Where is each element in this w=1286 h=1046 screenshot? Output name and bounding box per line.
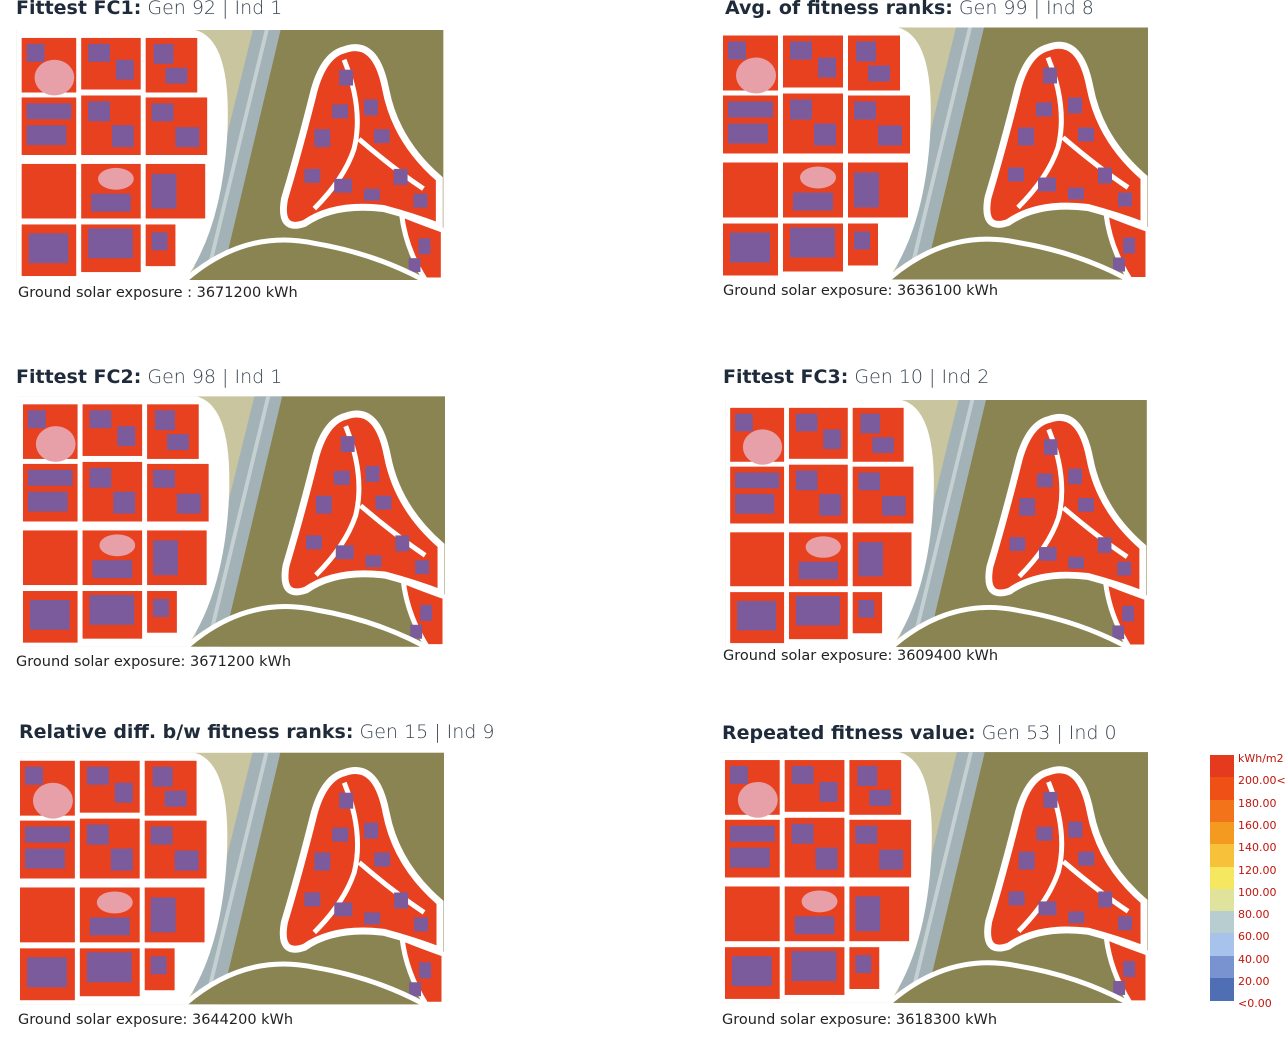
legend-label: 20.00 (1238, 975, 1270, 988)
legend-swatch (1210, 777, 1234, 801)
title-detail: Gen 53 | Ind 0 (981, 722, 1117, 744)
solar-map (720, 752, 1148, 1003)
map-image (720, 752, 1148, 1003)
legend-label: 140.00 (1238, 841, 1277, 855)
legend-label: 160.00 (1238, 818, 1277, 832)
legend-swatch (1210, 933, 1234, 957)
solar-map (18, 395, 445, 648)
legend-label: 120.00 (1238, 863, 1277, 877)
panel-caption: Ground solar exposure: 3609400 kWh (723, 648, 999, 664)
panel-title: Fittest FC3: Gen 10 | Ind 2 (723, 366, 989, 388)
legend-swatch (1210, 821, 1234, 845)
title-detail: Gen 15 | Ind 9 (359, 721, 495, 743)
panel-title: Avg. of fitness ranks: Gen 99 | Ind 8 (725, 0, 1094, 19)
legend-swatch (1210, 978, 1234, 1001)
legend-label: 100.00 (1238, 885, 1277, 899)
legend-label: 80.00 (1238, 908, 1270, 922)
legend-swatch (1210, 888, 1234, 912)
legend-label: <0.00 (1238, 997, 1272, 1011)
legend-label: 40.00 (1238, 952, 1270, 966)
legend-label: 180.00 (1238, 796, 1277, 810)
legend-swatch (1210, 755, 1234, 778)
solar-map (15, 30, 445, 280)
title-label: Fittest FC3: (723, 366, 849, 388)
legend-swatch (1210, 799, 1234, 823)
title-label: Relative diff. b/w fitness ranks: (19, 721, 354, 743)
map-image (17, 30, 444, 280)
legend-label: 200.00< (1238, 774, 1286, 788)
map-image (725, 400, 1146, 647)
legend-unit: kWh/m2 (1238, 752, 1284, 765)
panel-caption: Ground solar exposure: 3618300 kWh (722, 1012, 998, 1028)
title-detail: Gen 99 | Ind 8 (958, 0, 1094, 19)
title-detail: Gen 92 | Ind 1 (147, 0, 283, 19)
solar-map (15, 752, 444, 1005)
title-label: Avg. of fitness ranks: (725, 0, 953, 19)
title-label: Repeated fitness value: (722, 722, 976, 744)
panel-title: Relative diff. b/w fitness ranks: Gen 15… (19, 721, 495, 743)
title-label: Fittest FC1: (16, 0, 142, 19)
panel-title: Fittest FC1: Gen 92 | Ind 1 (16, 0, 282, 19)
legend-label: 60.00 (1238, 930, 1270, 944)
panel-title: Fittest FC2: Gen 98 | Ind 1 (16, 366, 282, 388)
legend-swatch (1210, 866, 1234, 890)
title-detail: Gen 10 | Ind 2 (854, 366, 990, 388)
panel-caption: Ground solar exposure: 3636100 kWh (723, 283, 999, 299)
panel-caption: Ground solar exposure : 3671200 kWh (18, 285, 298, 301)
title-detail: Gen 98 | Ind 1 (147, 366, 283, 388)
legend-swatch (1210, 955, 1234, 979)
solar-map (718, 27, 1148, 280)
panel-caption: Ground solar exposure: 3644200 kWh (18, 1012, 294, 1028)
map-image (18, 396, 445, 646)
panel-title: Repeated fitness value: Gen 53 | Ind 0 (722, 722, 1117, 744)
map-image (718, 28, 1148, 280)
title-label: Fittest FC2: (16, 366, 142, 388)
solar-map (722, 400, 1150, 647)
legend-swatch (1210, 911, 1234, 934)
legend-swatch (1210, 844, 1234, 867)
map-image (15, 753, 444, 1004)
panel-caption: Ground solar exposure: 3671200 kWh (16, 654, 292, 670)
